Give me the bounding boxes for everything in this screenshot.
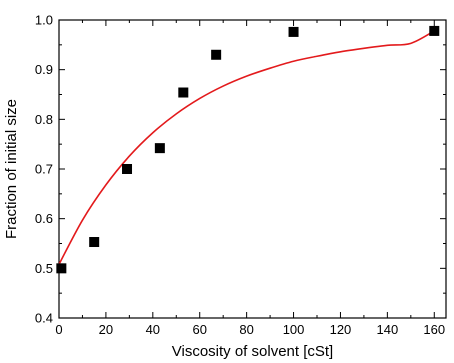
x-axis-label: Viscosity of solvent [cSt] <box>172 343 333 360</box>
x-tick-label: 40 <box>146 322 160 337</box>
data-point <box>56 263 67 274</box>
tick-labels: 0 20 40 60 80 100 120 140 160 0.4 0.5 0.6 0.7 0.8 0.9 1… <box>35 13 445 338</box>
y-tick-label: 0.4 <box>35 311 53 326</box>
data-point <box>178 87 189 98</box>
x-tick-label: 20 <box>99 322 113 337</box>
x-tick-label: 140 <box>377 322 399 337</box>
x-tick-label: 120 <box>330 322 352 337</box>
y-tick-label: 0.7 <box>35 162 53 177</box>
data-point <box>288 26 299 37</box>
x-tick-label: 0 <box>55 322 62 337</box>
x-tick-label: 160 <box>423 322 445 337</box>
y-tick-label: 0.8 <box>35 112 53 127</box>
data-point <box>154 143 165 154</box>
data-point <box>211 49 222 60</box>
fit-curve <box>58 30 435 265</box>
data-point <box>89 237 100 248</box>
x-tick-label: 100 <box>283 322 305 337</box>
y-tick-label: 0.6 <box>35 211 53 226</box>
data-point <box>122 164 133 174</box>
x-tick-label: 80 <box>239 322 253 337</box>
plot-elements <box>56 19 447 319</box>
y-axis-label: Fraction of initial size <box>3 99 20 239</box>
y-tick-label: 1.0 <box>35 13 53 28</box>
y-tick-label: 0.5 <box>35 261 53 276</box>
data-point <box>429 25 440 36</box>
x-tick-label: 60 <box>192 322 206 337</box>
y-tick-label: 0.9 <box>35 62 53 77</box>
plot-frame <box>58 19 447 319</box>
